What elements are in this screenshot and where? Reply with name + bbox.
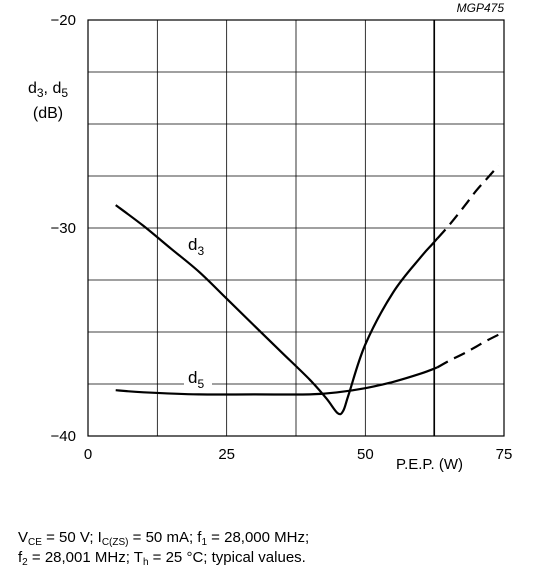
y-axis-unit: (dB) — [33, 105, 63, 122]
series-d3-dashed-extension — [436, 164, 500, 240]
series-lines — [115, 164, 505, 416]
y-tick-label: −30 — [51, 220, 76, 237]
series-d5-dashed-extension — [436, 331, 505, 369]
x-tick-label: 25 — [218, 446, 235, 463]
x-tick-label: 50 — [357, 446, 374, 463]
figure-id: MGP475 — [457, 1, 505, 15]
grid — [88, 20, 504, 436]
caption-line-2: f2 = 28,001 MHz; Th = 25 °C; typical val… — [18, 549, 306, 568]
y-axis-label: d3, d5 — [28, 80, 68, 100]
series-d3-line — [115, 204, 439, 416]
y-tick-label: −20 — [51, 12, 76, 29]
chart: MGP475 −20 −30 −40 0 25 50 75 d3, d5 (dB) P.E… — [28, 1, 513, 473]
caption: VCE = 50 V; IC(ZS) = 50 mA; f1 = 28,000 … — [18, 528, 528, 568]
plot-frame — [87, 19, 505, 437]
x-tick-labels: 0 25 50 75 — [84, 446, 513, 463]
x-tick-label: 75 — [496, 446, 513, 463]
y-tick-label: −40 — [51, 428, 76, 445]
series-d5-line — [115, 366, 438, 396]
series-label-d5: d5 — [184, 368, 212, 391]
y-tick-labels: −20 −30 −40 — [51, 12, 76, 445]
y-axis-label-d3: d — [28, 80, 37, 97]
x-axis-label: P.E.P. (W) — [396, 456, 463, 473]
series-label-d3: d3 — [184, 235, 212, 258]
x-tick-label: 0 — [84, 446, 92, 463]
caption-line-1: VCE = 50 V; IC(ZS) = 50 mA; f1 = 28,000 … — [18, 529, 310, 548]
